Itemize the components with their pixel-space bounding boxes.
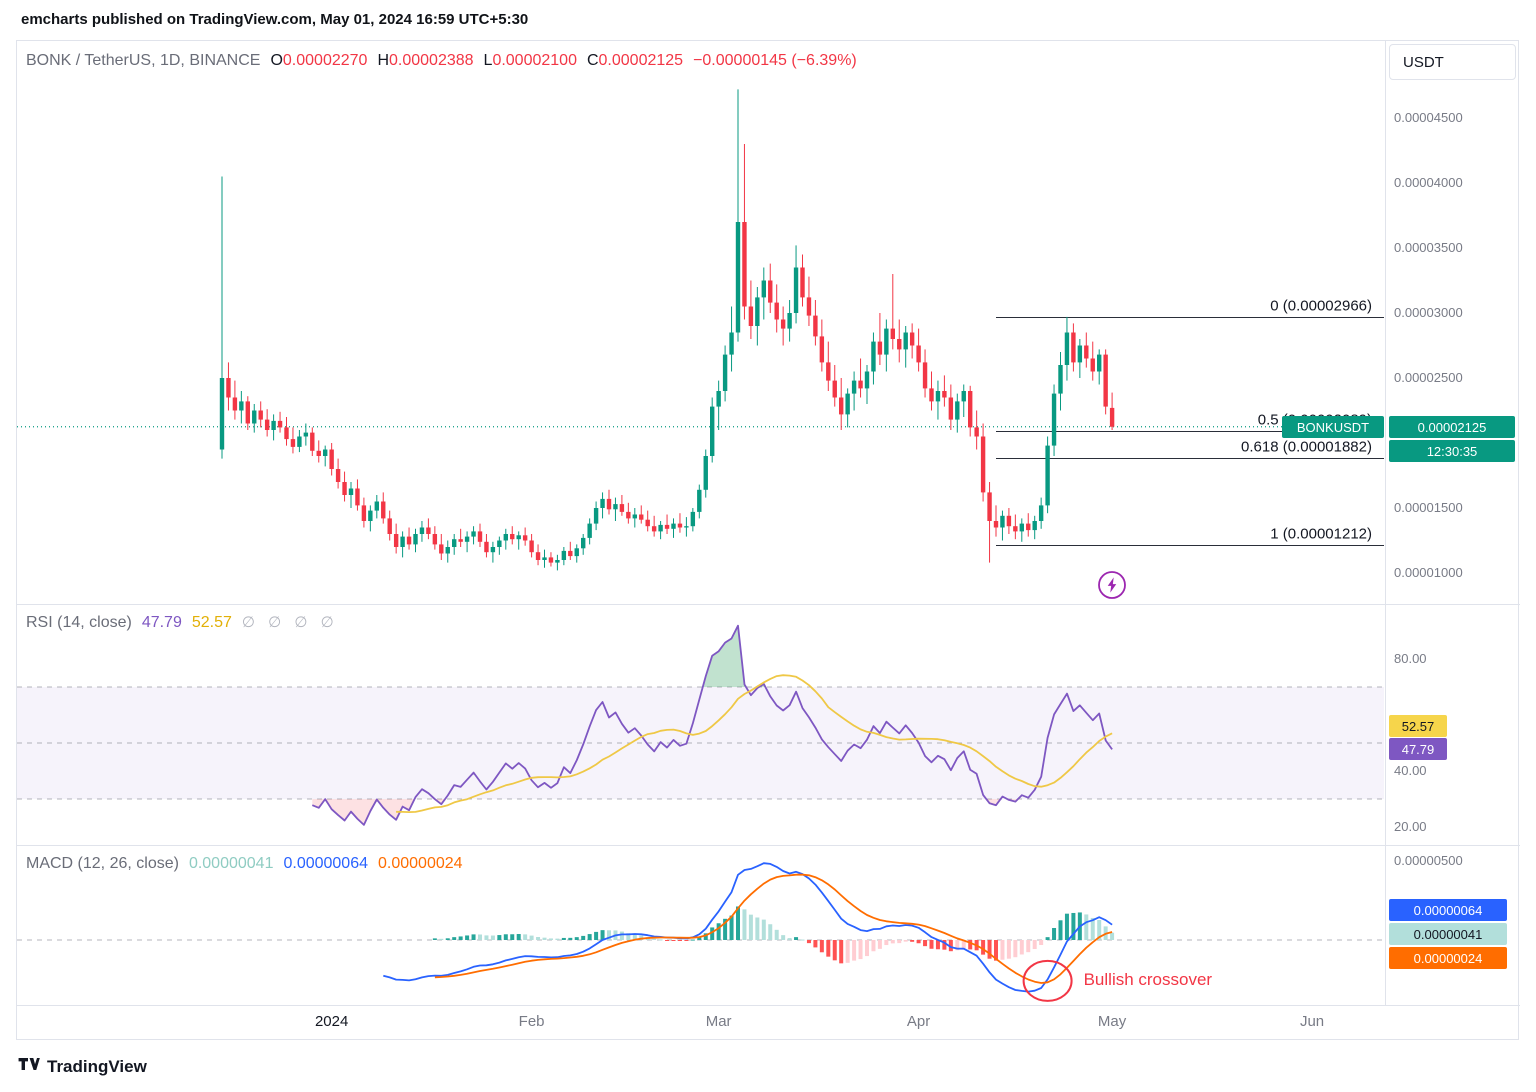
- rsi-current-value: 47.79: [141, 614, 182, 631]
- macd-signal-value: 0.00000024: [378, 855, 463, 872]
- price-axis-label: 0.00003000: [1394, 305, 1463, 320]
- bullish-crossover-annotation[interactable]: Bullish crossover: [1083, 969, 1213, 989]
- symbol-title[interactable]: BONK / TetherUS, 1D, BINANCE: [26, 52, 261, 69]
- macd-histogram-value: 0.00000041: [188, 855, 274, 872]
- macd-axis-label: 0.00000500: [1394, 853, 1463, 868]
- main-pane-legend: BONK / TetherUS, 1D, BINANCE O0.00002270…: [26, 52, 857, 70]
- change-value: −0.00000145 (−6.39%): [693, 52, 857, 69]
- rsi-axis-label: 40.00: [1394, 763, 1427, 778]
- tradingview-footer-logo[interactable]: TradingView: [16, 1052, 147, 1081]
- macd-title[interactable]: MACD (12, 26, close): [26, 855, 179, 872]
- rsi-legend: RSI (14, close) 47.79 52.57 ∅ ∅ ∅ ∅: [26, 613, 334, 632]
- tradingview-icon: [16, 1052, 40, 1081]
- rsi-ma-badge: 52.57: [1389, 715, 1447, 737]
- fib-level-label: 1 (0.00001212): [1270, 526, 1372, 543]
- time-axis-label: Mar: [705, 1013, 732, 1030]
- price-axis-label: 0.00003500: [1394, 240, 1463, 255]
- price-axis-label: 0.00002500: [1394, 370, 1463, 385]
- rsi-axis-label: 20.00: [1394, 819, 1427, 834]
- time-axis-label: Feb: [518, 1013, 545, 1030]
- chart-frame: [16, 40, 1519, 1040]
- price-pane: 0 (0.00002966)0.5 (0.00002089)0.618 (0.0…: [17, 89, 1384, 599]
- price-axis-label: 0.00004000: [1394, 175, 1463, 190]
- price-axis-label: 0.00001500: [1394, 500, 1463, 515]
- time-axis-label: 2024: [314, 1013, 349, 1030]
- fib-level-label: 0 (0.00002966): [1270, 298, 1372, 315]
- time-axis-label: Apr: [906, 1013, 931, 1030]
- ohlc-high: H0.00002388: [377, 52, 474, 69]
- rsi-axis-label: 80.00: [1394, 651, 1427, 666]
- publish-byline: emcharts published on TradingView.com, M…: [21, 11, 529, 28]
- ohlc-low: L0.00002100: [483, 52, 577, 69]
- currency-toggle-button[interactable]: USDT: [1389, 44, 1516, 80]
- crossover-circle[interactable]: [1022, 959, 1073, 1002]
- candles-layer: [219, 89, 1115, 571]
- macd-line-value: 0.00000064: [283, 855, 368, 872]
- tradingview-wordmark: TradingView: [47, 1056, 147, 1076]
- rsi-title[interactable]: RSI (14, close): [26, 614, 132, 631]
- time-axis-label: Jun: [1299, 1013, 1325, 1030]
- price-axis-label: 0.00004500: [1394, 110, 1463, 125]
- fib-level-label: 0.618 (0.00001882): [1241, 439, 1372, 456]
- ohlc-open: O0.00002270: [270, 52, 368, 69]
- bar-countdown-badge: 12:30:35: [1389, 440, 1515, 462]
- macd-line-badge: 0.00000064: [1389, 899, 1507, 921]
- symbol-price-label: BONKUSDT: [1282, 416, 1384, 438]
- ohlc-close: C0.00002125: [586, 52, 684, 69]
- macd-pane: [17, 862, 1384, 1002]
- rsi-empty-args: ∅ ∅ ∅ ∅: [241, 614, 334, 631]
- macd-histogram-badge: 0.00000041: [1389, 923, 1507, 945]
- rsi-ma-current-value: 52.57: [191, 614, 232, 631]
- macd-legend: MACD (12, 26, close) 0.00000041 0.000000…: [26, 855, 463, 873]
- rsi-pane: [17, 624, 1384, 826]
- time-axis-label: May: [1097, 1013, 1127, 1030]
- last-price-badge: 0.00002125: [1389, 416, 1515, 438]
- macd-signal-badge: 0.00000024: [1389, 947, 1507, 969]
- price-axis-label: 0.00001000: [1394, 565, 1463, 580]
- rsi-badge: 47.79: [1389, 738, 1447, 760]
- lightning-trade-icon[interactable]: [1098, 571, 1126, 599]
